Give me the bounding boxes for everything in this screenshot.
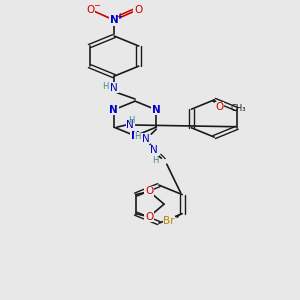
Text: H: H — [134, 132, 141, 141]
Text: N: N — [131, 131, 140, 141]
Text: H: H — [128, 116, 134, 125]
Text: O: O — [145, 212, 153, 222]
Text: H: H — [152, 157, 159, 166]
Text: O: O — [134, 4, 142, 15]
Text: O: O — [86, 4, 94, 15]
Text: Br: Br — [163, 216, 175, 226]
Text: N: N — [110, 83, 118, 93]
Text: N: N — [110, 15, 118, 25]
Text: N: N — [152, 105, 161, 115]
Text: O: O — [145, 186, 153, 197]
Text: −: − — [93, 1, 100, 10]
Text: +: + — [116, 12, 123, 21]
Text: CH₃: CH₃ — [231, 104, 246, 113]
Text: N: N — [110, 105, 118, 115]
Text: N: N — [142, 134, 150, 144]
Text: N: N — [150, 146, 158, 155]
Text: H: H — [102, 82, 108, 91]
Text: O: O — [215, 102, 224, 112]
Text: N: N — [126, 120, 134, 130]
